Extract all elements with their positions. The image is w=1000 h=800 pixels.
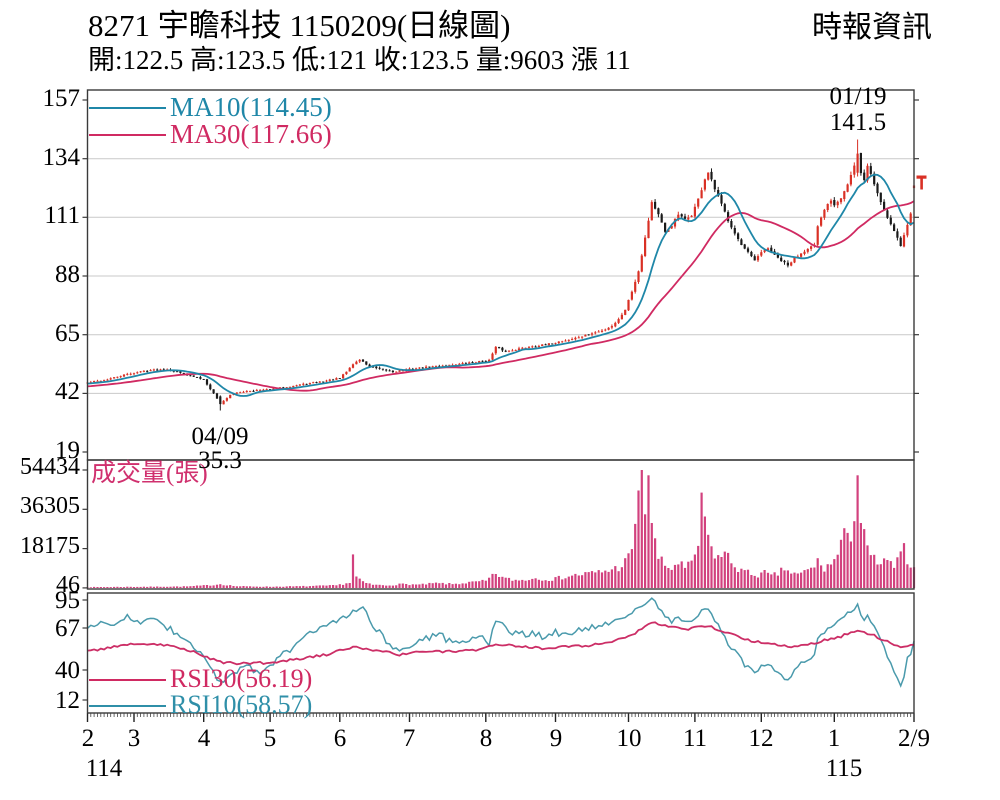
volume-ytick-label: 54434	[20, 454, 80, 480]
price-ytick-label: 134	[42, 144, 81, 171]
rsi-ytick-label: 67	[55, 615, 80, 642]
month-label: 3	[127, 725, 141, 752]
rsi-ytick-label: 40	[55, 657, 80, 684]
volume-ytick-label: 46	[56, 572, 80, 598]
price-ytick-label: 19	[55, 437, 80, 464]
source-label: 時報資訊	[812, 11, 932, 44]
ma30-legend-label: MA30(117.66)	[170, 119, 332, 149]
month-label: 9	[549, 725, 563, 752]
month-label: 12	[748, 725, 774, 752]
month-label: 11	[682, 725, 708, 752]
price-ytick-label: 42	[55, 378, 80, 405]
chart-title: 8271 宇瞻科技 1150209(日線圖)	[88, 8, 511, 43]
ma30-legend-line	[89, 134, 166, 136]
price-ytick-label: 88	[55, 261, 80, 288]
ohlc-quote-line: 開:122.5 高:123.5 低:121 收:123.5 量:9603 漲 1…	[88, 45, 631, 75]
volume-ytick-label: 36305	[20, 493, 80, 519]
price-ytick-label: 111	[44, 202, 80, 229]
rsi-ytick-label: 95	[55, 587, 80, 614]
month-label: 7	[402, 725, 416, 752]
price-ytick-label: 65	[55, 320, 80, 347]
rsi-ytick-label: 12	[55, 687, 80, 714]
month-label: 4	[197, 725, 211, 752]
month-label: 5	[263, 725, 277, 752]
month-label: 6	[333, 725, 347, 752]
rsi10-legend-label: RSI10(58.57)	[170, 690, 313, 719]
month-label: 8	[479, 725, 493, 752]
year-label: 114	[85, 755, 123, 782]
month-label: 2/9	[898, 725, 930, 752]
price-ytick-label: 157	[42, 85, 81, 112]
volume-ytick-label: 18175	[20, 533, 80, 559]
month-label: 2	[81, 725, 95, 752]
volume-panel-label: 成交量(張)	[91, 460, 208, 487]
annotation-below-value: 35.3	[198, 447, 242, 474]
rsi30-legend-line	[89, 679, 166, 681]
ma10-legend-label: MA10(114.45)	[170, 92, 332, 122]
rsi30-legend-label: RSI30(56.19)	[170, 664, 313, 693]
annotation-above-date: 01/19	[829, 83, 887, 110]
year-label: 115	[825, 755, 863, 782]
rsi10-legend-line	[89, 705, 166, 707]
annotation-above-value: 141.5	[829, 109, 887, 136]
ma10-legend-line	[89, 107, 166, 109]
month-label: 1	[827, 725, 841, 752]
month-label: 10	[616, 725, 642, 752]
annotation-below-date: 04/09	[191, 423, 249, 450]
